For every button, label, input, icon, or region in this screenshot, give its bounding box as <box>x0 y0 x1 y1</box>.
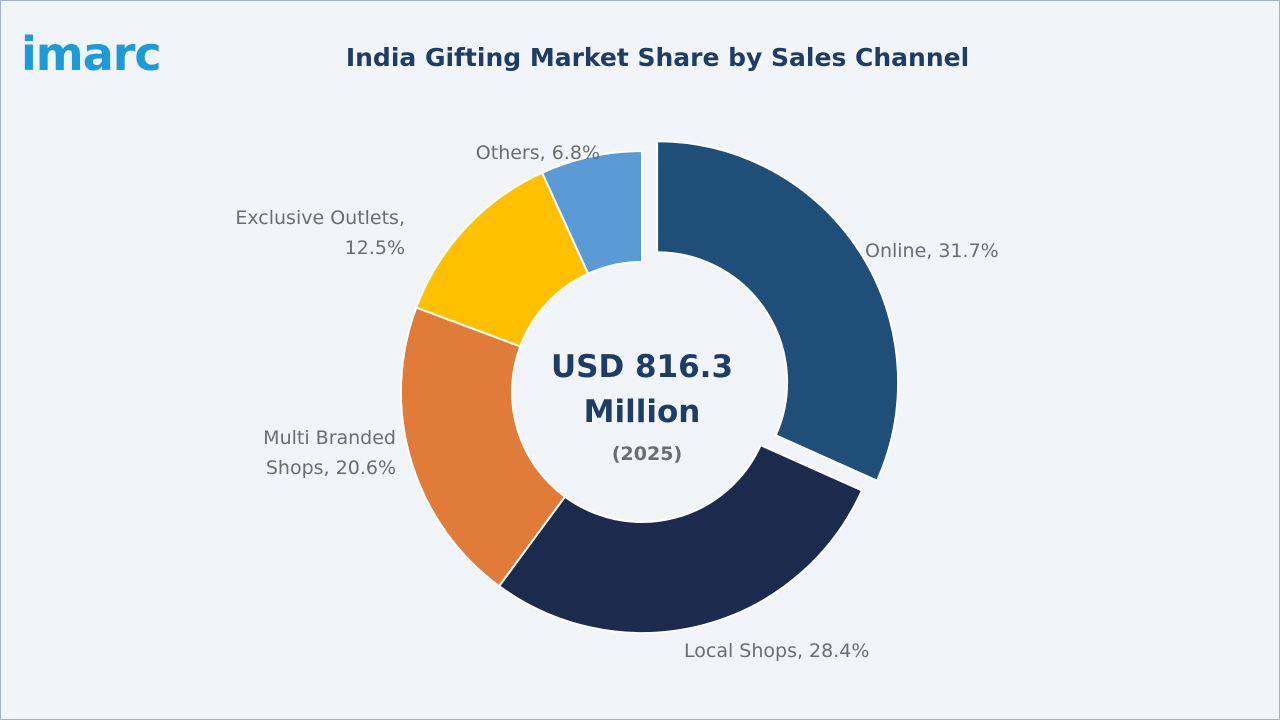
donut-slice-others <box>540 149 643 276</box>
imarc-logo: imarc <box>21 27 162 81</box>
center-year: (2025) <box>612 443 682 465</box>
donut-slice-online <box>656 140 900 483</box>
slice-label-online: Online, 31.7% <box>865 240 999 262</box>
slice-labels: Online, 31.7% Local Shops, 28.4% Multi Bra… <box>235 142 998 662</box>
center-value-line2: Million <box>584 394 701 430</box>
slice-label-others: Others, 6.8% <box>476 142 600 164</box>
slice-label-local-shops: Local Shops, 28.4% <box>684 640 869 662</box>
center-value-line1: USD 816.3 <box>551 349 733 385</box>
slice-label-multi-branded-shops: Multi Branded Shops, 20.6% <box>263 427 396 479</box>
chart-title: India Gifting Market Share by Sales Chan… <box>345 43 970 72</box>
slice-label-exclusive-outlets: Exclusive Outlets, 12.5% <box>235 207 405 259</box>
donut-slices <box>400 140 900 634</box>
donut-slice-local-shops <box>497 443 864 634</box>
donut-slice-multi-branded-shops <box>400 306 567 588</box>
